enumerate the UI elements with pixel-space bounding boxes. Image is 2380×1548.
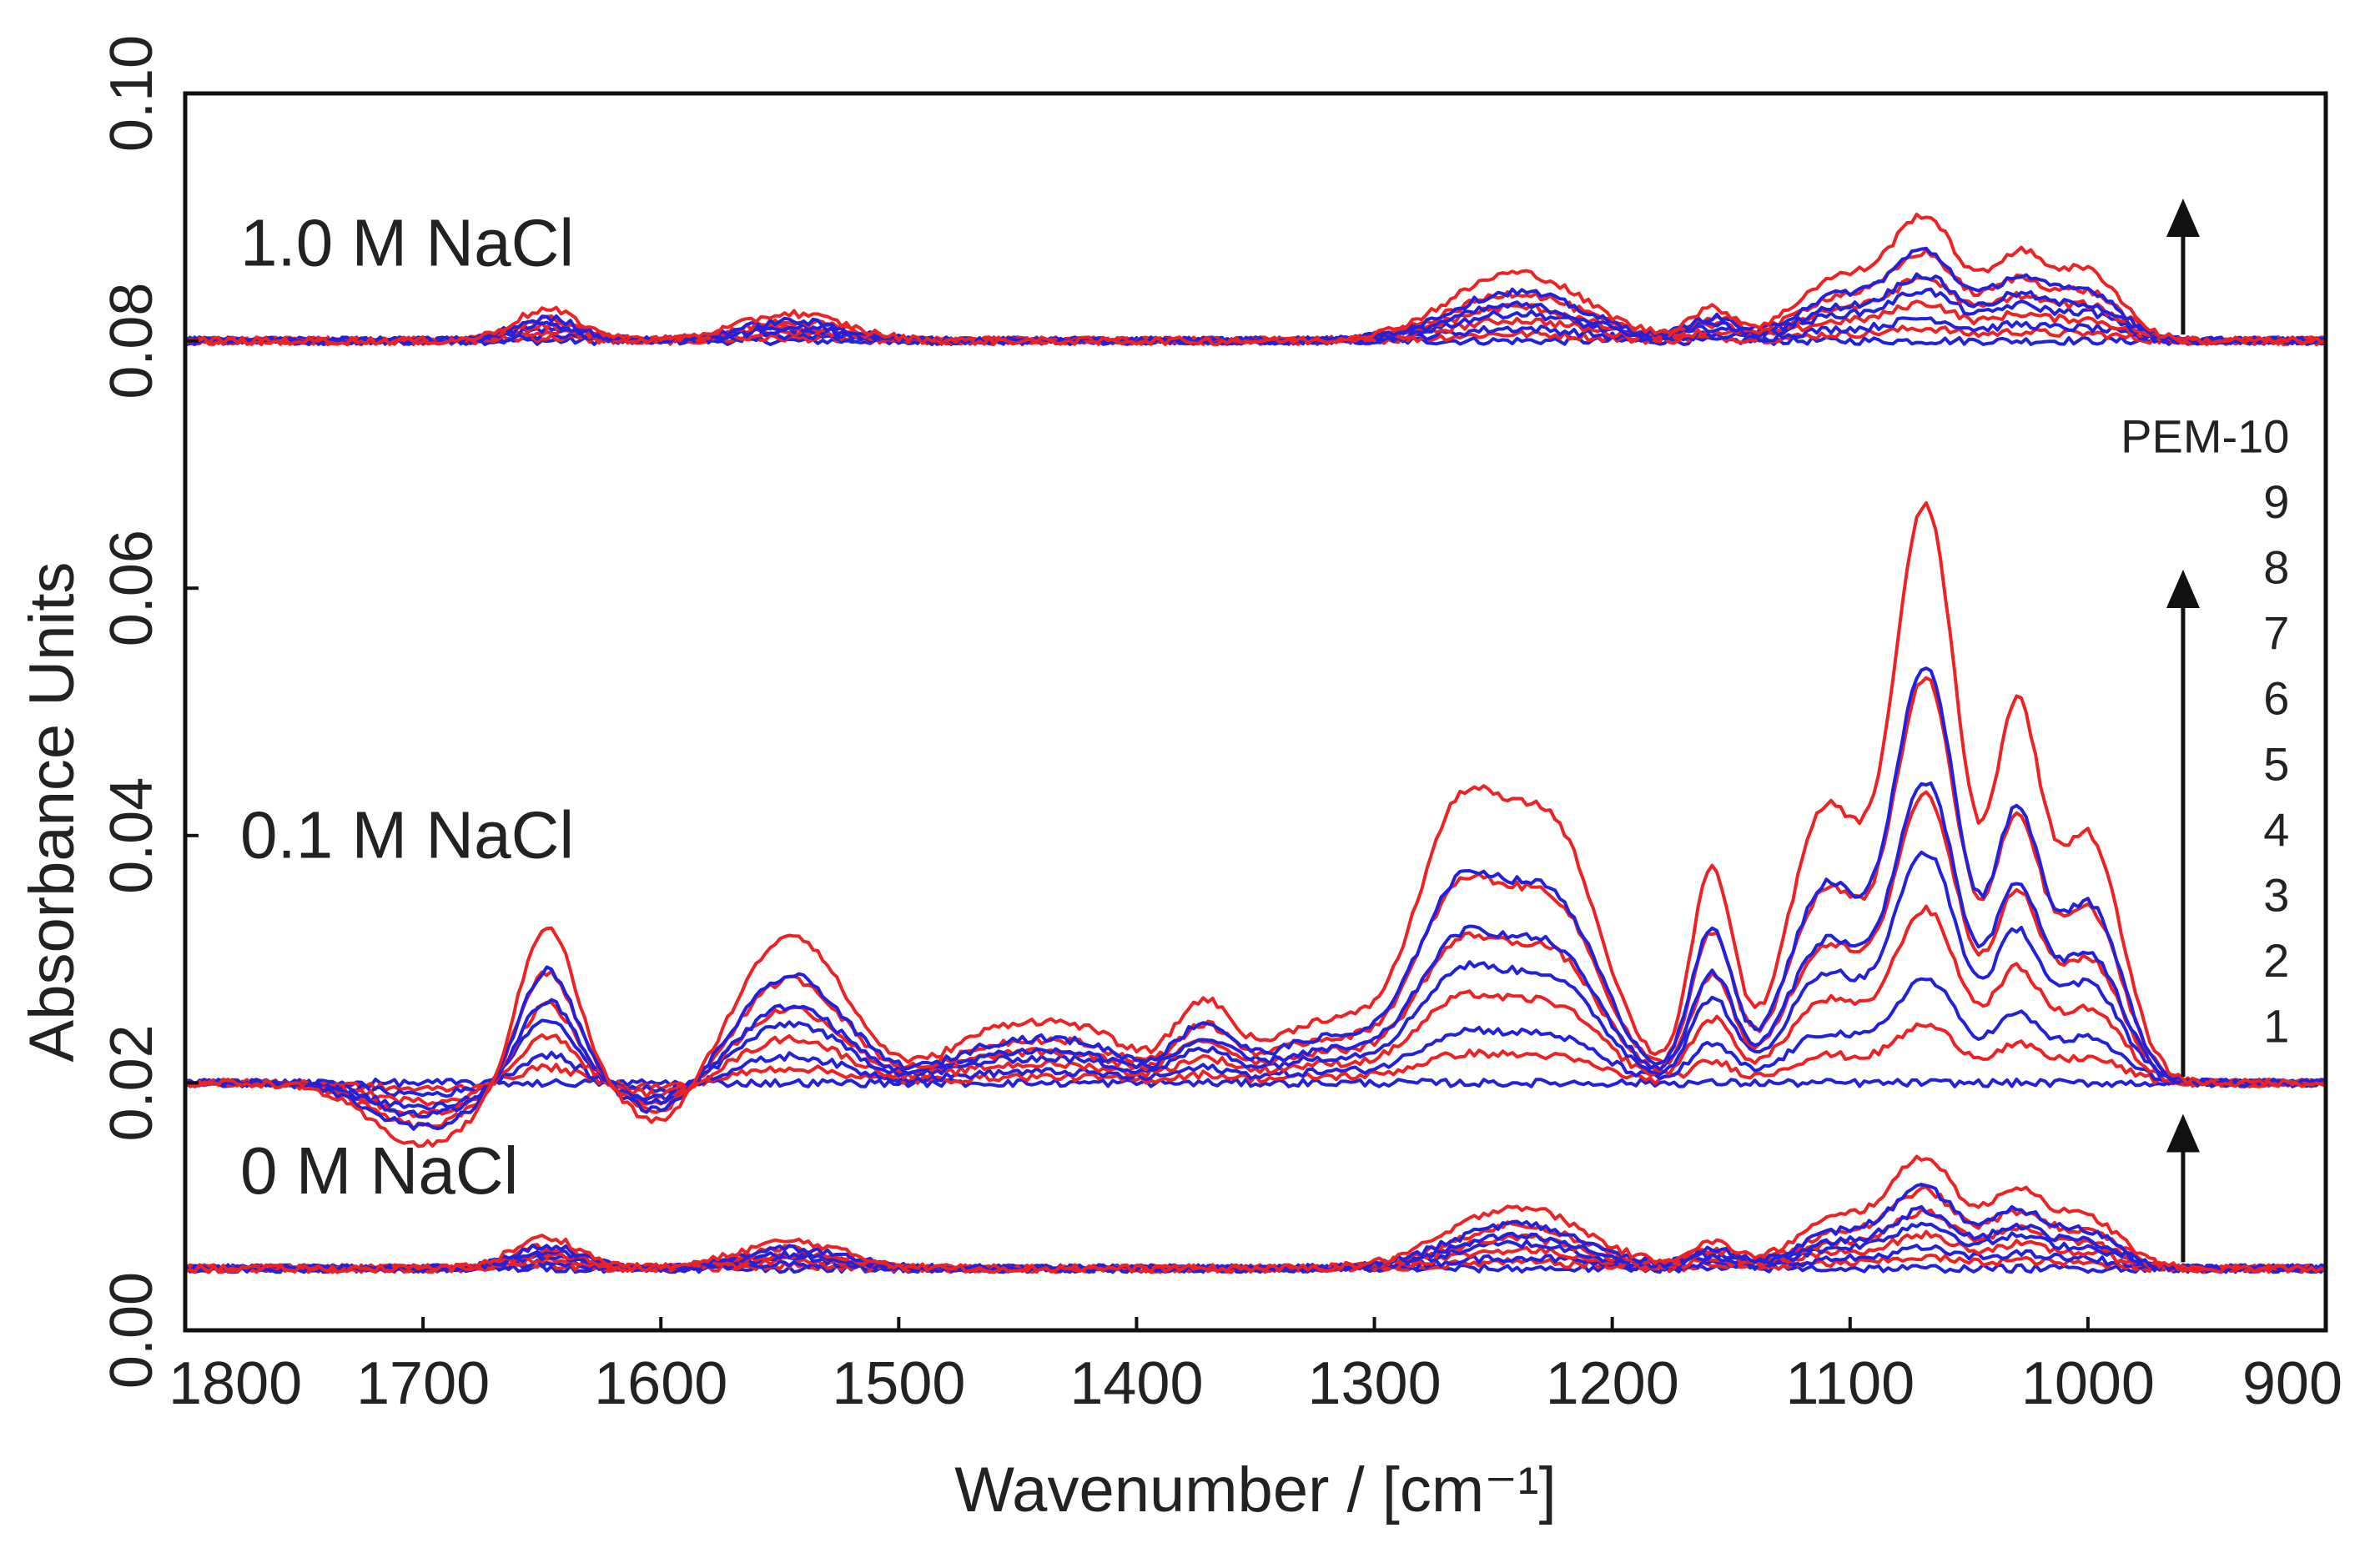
spectrum-line — [184, 977, 2327, 1098]
y-tick-label: 0.10 — [98, 35, 165, 152]
y-tick-label: 0.08 — [98, 283, 165, 400]
arrows-group — [2166, 199, 2200, 1263]
layer-label: 2 — [2263, 934, 2289, 987]
spectrum-line — [184, 1078, 2327, 1088]
panel-label: 1.0 M NaCl — [240, 206, 574, 280]
increase-arrow-head — [2166, 199, 2200, 238]
spectrum-line — [184, 501, 2327, 1148]
plot-frame — [183, 91, 2328, 1333]
x-tick-label: 1700 — [356, 1350, 490, 1417]
layer-label: 3 — [2263, 868, 2289, 921]
layer-label: 6 — [2263, 672, 2289, 725]
layer-label: 9 — [2263, 475, 2289, 528]
x-axis-title: Wavenumber / [cm⁻¹] — [954, 1455, 1556, 1525]
layer-label: 4 — [2263, 803, 2289, 856]
spectra-series-group — [184, 213, 2327, 1274]
spectrum-line — [184, 850, 2327, 1111]
layer-label: 1 — [2263, 1000, 2289, 1053]
panel-label: 0 M NaCl — [240, 1133, 518, 1208]
x-axis-ticks: 1800 1700 1600 1500 1400 1300 1200 1100 1000 900 — [169, 1317, 2342, 1417]
y-tick-label: 0.04 — [98, 777, 165, 894]
x-tick-label: 1300 — [1307, 1350, 1441, 1417]
x-tick-label: 1200 — [1546, 1350, 1679, 1417]
x-tick-label: 1800 — [169, 1350, 302, 1417]
y-tick-label: 0.00 — [98, 1272, 165, 1389]
layer-label: 8 — [2263, 540, 2289, 593]
y-tick-label: 0.02 — [98, 1024, 165, 1141]
x-tick-label: 1600 — [594, 1350, 727, 1417]
y-tick-label: 0.06 — [98, 530, 165, 646]
spectrum-line — [184, 1154, 2327, 1274]
x-tick-label: 1500 — [832, 1350, 965, 1417]
x-tick-label: 1000 — [2021, 1350, 2155, 1417]
layer-label: 5 — [2263, 737, 2289, 790]
spectrum-line — [184, 213, 2327, 346]
layer-label: 7 — [2263, 606, 2289, 659]
increase-arrow-head — [2166, 1113, 2200, 1153]
x-tick-label: 900 — [2242, 1350, 2342, 1417]
spectrum-line — [184, 666, 2327, 1131]
x-tick-label: 1400 — [1069, 1350, 1203, 1417]
x-tick-label: 1100 — [1785, 1350, 1915, 1417]
spectrum-line — [184, 1183, 2327, 1274]
increase-arrow-head — [2166, 569, 2200, 608]
panel-label: 0.1 M NaCl — [240, 797, 574, 872]
y-axis-title: Absorbance Units — [17, 562, 88, 1063]
layer-label: PEM-10 — [2121, 410, 2289, 462]
y-axis-ticks: 0.00 0.02 0.04 0.06 0.08 0.10 — [98, 35, 199, 1389]
chart-text-group: Wavenumber / [cm⁻¹] Absorbance Units 1.0… — [17, 206, 2289, 1525]
